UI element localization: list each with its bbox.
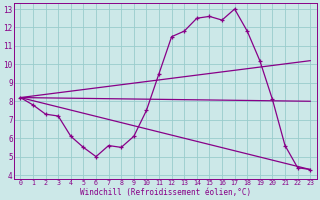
X-axis label: Windchill (Refroidissement éolien,°C): Windchill (Refroidissement éolien,°C) <box>80 188 251 197</box>
